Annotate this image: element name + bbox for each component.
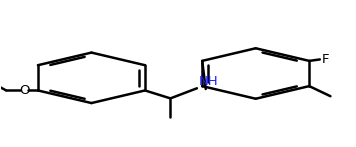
Text: F: F: [321, 53, 329, 66]
Text: O: O: [19, 84, 30, 97]
Text: NH: NH: [199, 75, 218, 88]
